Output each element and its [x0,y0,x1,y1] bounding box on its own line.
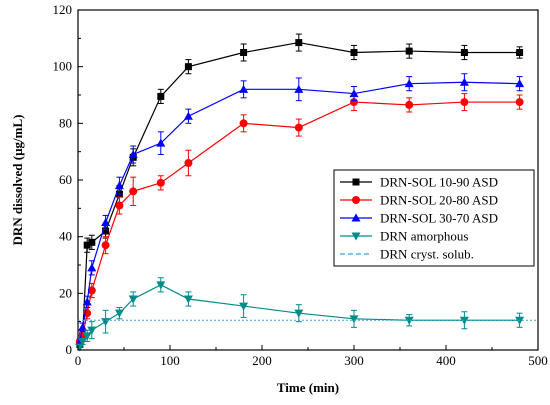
legend-label: DRN cryst. solub. [380,247,474,262]
series-1 [75,93,524,346]
series-3 [75,277,525,352]
legend-marker [351,213,361,222]
data-point [183,295,193,304]
data-point [404,316,414,325]
x-tick-label: 0 [75,353,82,368]
y-tick-label: 100 [53,59,73,74]
data-point [156,281,166,290]
legend-label: DRN-SOL 30-70 ASD [380,211,498,226]
data-point [183,111,193,120]
data-point [404,79,414,88]
data-point [515,79,525,88]
data-point [78,338,88,346]
data-point [114,181,124,190]
data-point [128,295,138,304]
axis-ticks: 0 100 200 300 400 500 0 20 40 60 80 100 120 [53,2,548,368]
data-point [294,309,304,318]
data-point [240,49,248,56]
data-point [349,315,359,324]
data-point [239,119,248,128]
x-tick-label: 200 [252,353,272,368]
y-tick-label: 40 [59,229,72,244]
data-point [516,49,524,56]
data-point [405,100,414,109]
data-point [114,309,124,318]
data-point [157,92,165,100]
data-point [460,49,468,56]
data-point [82,332,92,341]
x-tick-label: 400 [436,353,456,368]
data-point [88,238,96,246]
y-tick-label: 80 [59,115,72,130]
data-point [87,326,97,335]
data-point [239,302,249,311]
data-point [350,49,358,56]
data-point [115,201,124,210]
data-point [101,218,111,226]
legend-marker [352,196,360,204]
data-point [459,77,469,86]
x-tick-label: 300 [344,353,364,368]
data-point [87,263,97,272]
data-point [82,297,92,306]
y-tick-label: 0 [66,342,73,357]
data-point [156,178,165,187]
legend-marker [352,178,360,186]
legend-label: DRN amorphous [380,229,468,244]
data-point [129,187,138,196]
data-point [101,318,111,327]
data-point [156,138,166,147]
data-point [350,98,358,107]
chart-marks [75,33,538,352]
y-tick-label: 120 [53,2,73,17]
legend-label: DRN-SOL 20-80 ASD [380,193,498,208]
data-point [460,98,469,107]
series-2 [75,73,525,345]
data-point [83,241,91,249]
legend-label: DRN-SOL 10-90 ASD [380,175,498,190]
data-point [294,123,303,132]
data-point [459,316,469,325]
data-point [295,39,303,47]
data-point [405,47,413,55]
x-axis-title: Time (min) [277,380,339,395]
data-point [87,286,96,295]
data-point [294,84,304,93]
y-axis-title: DRN dissolved (µg/mL) [10,115,25,246]
data-point [184,159,193,167]
x-tick-label: 100 [160,353,180,368]
y-tick-label: 20 [59,285,72,300]
legend-marker [351,232,361,241]
data-point [239,84,249,93]
data-point [101,241,110,250]
data-point [184,63,192,71]
data-point [349,89,359,98]
data-point [128,150,138,158]
data-point [78,322,88,331]
y-tick-label: 60 [59,172,72,187]
data-point [102,227,110,235]
x-tick-label: 500 [528,353,548,368]
data-point [515,98,524,107]
legend: DRN-SOL 10-90 ASD DRN-SOL 20-80 ASD DRN-SO… [333,169,535,267]
